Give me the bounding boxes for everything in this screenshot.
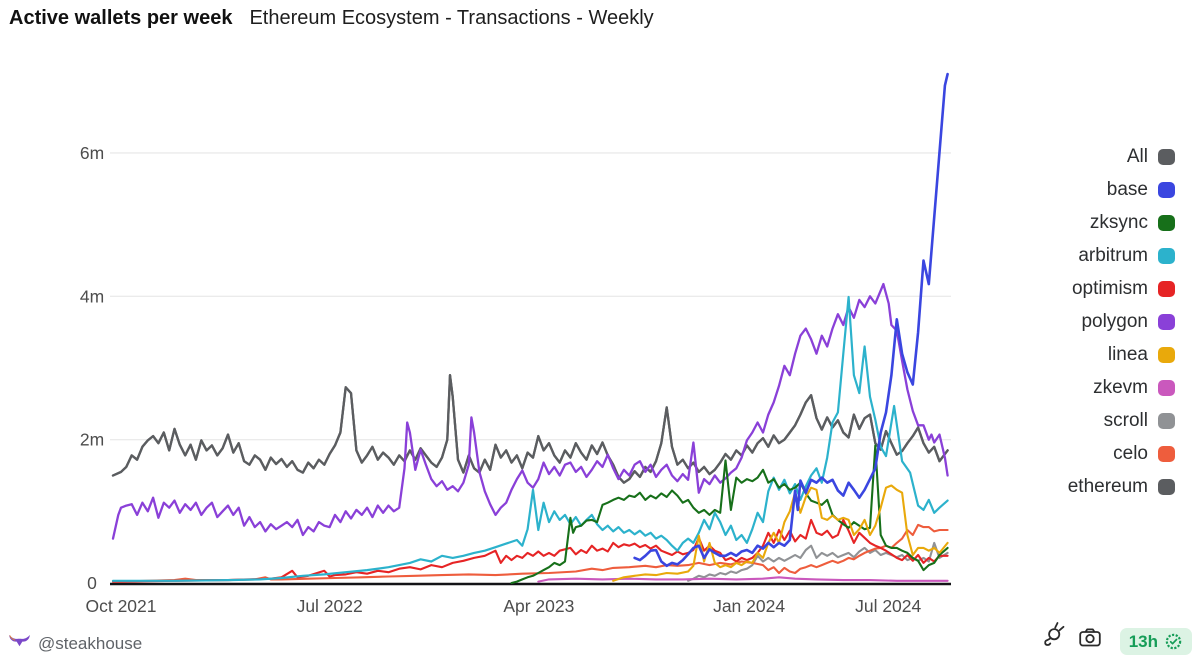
series-line-optimism [111,518,949,583]
legend-label: arbitrum [1078,244,1148,266]
legend-swatch [1158,280,1175,297]
legend-swatch [1158,313,1175,330]
legend-label: celo [1113,442,1148,464]
legend-swatch [1158,346,1175,363]
legend-item-optimism[interactable]: optimism [1068,272,1175,305]
legend-label: ethereum [1067,475,1148,497]
legend-label: optimism [1071,277,1148,299]
y-tick-label-1: 2m [80,430,104,450]
legend-swatch [1158,412,1175,429]
legend-label: All [1126,145,1148,167]
freshness-badge[interactable]: 13h [1119,628,1192,655]
legend-label: linea [1107,343,1148,365]
x-tick-label-3: Jan 2024 [713,596,785,616]
legend-swatch [1158,181,1175,198]
verified-seal-icon [1164,632,1183,651]
y-tick-label-3: 6m [80,143,104,163]
chart-header: Active wallets per week Ethereum Ecosyst… [9,7,654,30]
author-handle[interactable]: @steakhouse [38,634,143,653]
legend-swatch [1158,247,1175,264]
series-line-zksync [510,444,949,585]
legend-item-celo[interactable]: celo [1068,437,1175,470]
chart-title: Active wallets per week [9,7,233,29]
author-credit[interactable]: @steakhouse [8,633,142,655]
legend-swatch [1158,478,1175,495]
chart-subtitle: Ethereum Ecosystem - Transactions - Week… [249,7,654,29]
x-tick-label-2: Apr 2023 [503,596,574,616]
legend-item-base[interactable]: base [1068,173,1175,206]
gridlines [110,152,951,441]
steakhouse-bull-logo [8,633,31,655]
legend-label: zkevm [1093,376,1148,398]
legend-item-arbitrum[interactable]: arbitrum [1068,239,1175,272]
series-lines [111,72,949,585]
x-tick-label-0: Oct 2021 [85,596,156,616]
badge-time-label: 13h [1128,631,1158,651]
legend-swatch [1158,148,1175,165]
legend-swatch [1158,379,1175,396]
legend-item-polygon[interactable]: polygon [1068,305,1175,338]
legend-item-zkevm[interactable]: zkevm [1068,371,1175,404]
legend-item-zksync[interactable]: zksync [1068,206,1175,239]
legend-label: scroll [1103,409,1148,431]
y-tick-label-2: 4m [80,286,104,306]
legend-item-ethereum[interactable]: ethereum [1068,470,1175,503]
axis-tick-labels: 0 2m 4m 6m Oct 2021 Jul 2022 Apr 2023 Jan 2024 J… [80,143,922,616]
plug-icon[interactable] [1042,621,1066,653]
legend-label: base [1106,178,1148,200]
series-line-ethereum [111,374,949,484]
legend-label: zksync [1089,211,1148,233]
series-line-zkevm [537,576,949,583]
series-line-arbitrum [111,295,949,582]
legend-item-all[interactable]: All [1068,140,1175,173]
x-tick-label-4: Jul 2024 [855,596,921,616]
series-line-base [633,72,949,568]
footer-bar: @steakhouse 13h [0,622,1200,655]
legend-item-linea[interactable]: linea [1068,338,1175,371]
legend-label: polygon [1081,310,1148,332]
chart-legend: All base zksync arbitrum optimism polygon line… [1068,140,1175,503]
legend-item-scroll[interactable]: scroll [1068,404,1175,437]
x-tick-label-1: Jul 2022 [297,596,363,616]
y-tick-label-0: 0 [87,573,97,593]
legend-swatch [1158,445,1175,462]
camera-icon[interactable] [1078,627,1102,653]
series-line-polygon [111,282,949,540]
series-line-scroll [687,541,949,582]
legend-swatch [1158,214,1175,231]
